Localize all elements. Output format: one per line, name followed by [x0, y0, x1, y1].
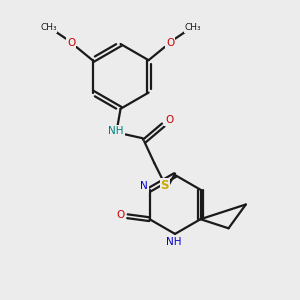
Text: S: S: [160, 179, 169, 192]
Text: CH₃: CH₃: [40, 23, 57, 32]
Text: O: O: [117, 210, 125, 220]
Text: O: O: [166, 38, 174, 47]
Text: N: N: [140, 181, 148, 191]
Text: NH: NH: [108, 126, 124, 136]
Text: CH₃: CH₃: [184, 23, 201, 32]
Text: O: O: [67, 38, 75, 47]
Text: NH: NH: [166, 237, 181, 247]
Text: O: O: [165, 115, 173, 125]
